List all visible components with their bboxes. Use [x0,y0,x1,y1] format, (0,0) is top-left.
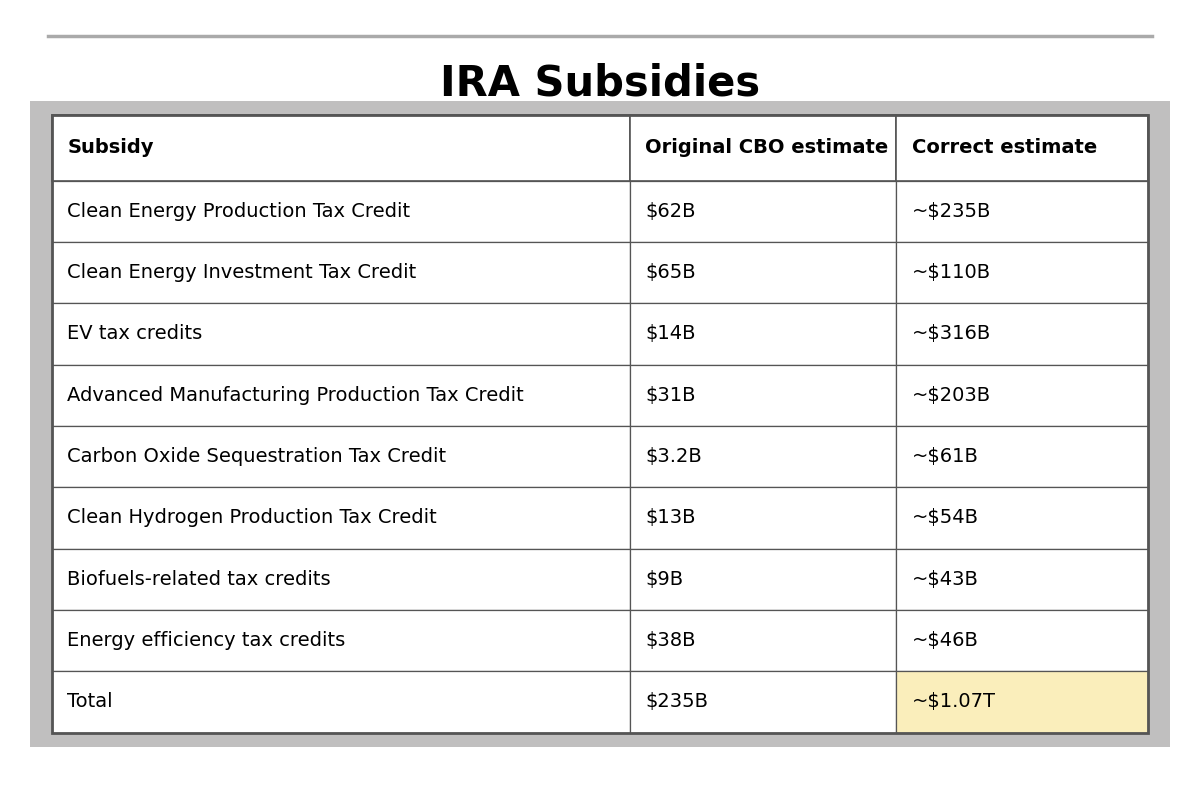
Bar [52,487,630,549]
Bar [630,181,896,242]
Text: $38B: $38B [646,631,696,650]
Bar [52,181,630,242]
Bar [52,610,630,672]
Text: ~$316B: ~$316B [912,325,991,344]
Bar [896,303,1148,364]
Text: $13B: $13B [646,508,696,527]
Text: EV tax credits: EV tax credits [67,325,203,344]
Bar [52,549,630,610]
Bar [896,364,1148,426]
Bar [52,242,630,303]
Text: ~$110B: ~$110B [912,263,991,282]
Text: Correct estimate: Correct estimate [912,139,1097,157]
Text: $235B: $235B [646,692,708,711]
Text: Carbon Oxide Sequestration Tax Credit: Carbon Oxide Sequestration Tax Credit [67,447,446,466]
Text: $9B: $9B [646,569,683,588]
Text: Original CBO estimate: Original CBO estimate [646,139,888,157]
Bar [630,426,896,487]
Text: IRA Subsidies: IRA Subsidies [440,62,760,105]
Text: Total: Total [67,692,113,711]
Text: ~$203B: ~$203B [912,386,991,405]
Bar [896,610,1148,672]
Bar [52,364,630,426]
Bar [52,115,1148,733]
Bar [30,101,1170,747]
Bar [896,549,1148,610]
Bar [52,672,630,733]
Text: ~$235B: ~$235B [912,202,991,221]
Text: $3.2B: $3.2B [646,447,702,466]
Text: ~$46B: ~$46B [912,631,979,650]
Text: Biofuels-related tax credits: Biofuels-related tax credits [67,569,331,588]
Text: Clean Energy Production Tax Credit: Clean Energy Production Tax Credit [67,202,410,221]
Text: ~$1.07T: ~$1.07T [912,692,996,711]
Text: ~$61B: ~$61B [912,447,979,466]
Text: Advanced Manufacturing Production Tax Credit: Advanced Manufacturing Production Tax Cr… [67,386,524,405]
Bar [630,549,896,610]
Text: Subsidy: Subsidy [67,139,154,157]
Text: $14B: $14B [646,325,696,344]
Bar [896,242,1148,303]
Bar [52,303,630,364]
Bar [896,672,1148,733]
Bar [896,181,1148,242]
Text: Clean Energy Investment Tax Credit: Clean Energy Investment Tax Credit [67,263,416,282]
Bar [52,426,630,487]
Bar [896,115,1148,181]
Text: $62B: $62B [646,202,696,221]
Text: ~$43B: ~$43B [912,569,979,588]
Bar [630,672,896,733]
Bar [896,487,1148,549]
Bar [630,115,896,181]
Text: $31B: $31B [646,386,696,405]
Bar [52,115,630,181]
Text: Energy efficiency tax credits: Energy efficiency tax credits [67,631,346,650]
Text: Clean Hydrogen Production Tax Credit: Clean Hydrogen Production Tax Credit [67,508,437,527]
Bar [630,487,896,549]
Text: $65B: $65B [646,263,696,282]
Bar [630,242,896,303]
Text: ~$54B: ~$54B [912,508,979,527]
Bar [630,303,896,364]
Bar [630,364,896,426]
Bar [630,610,896,672]
Bar [896,426,1148,487]
